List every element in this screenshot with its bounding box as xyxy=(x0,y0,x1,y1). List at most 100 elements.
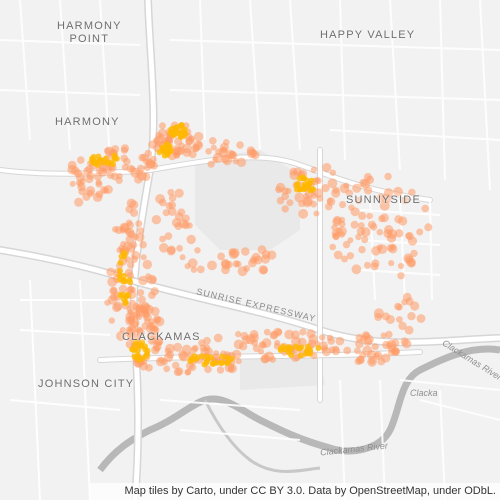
heat-dot xyxy=(216,366,225,374)
heat-dot xyxy=(361,236,369,244)
heat-dot xyxy=(362,345,373,356)
heat-dot xyxy=(199,344,207,352)
heat-dot xyxy=(376,228,384,236)
heat-dot-core xyxy=(121,272,128,279)
heat-dot xyxy=(207,260,217,271)
heat-dot xyxy=(263,328,271,336)
heat-dot xyxy=(393,186,403,197)
heat-dot xyxy=(316,195,324,202)
heat-dot xyxy=(150,306,160,316)
heat-dot xyxy=(357,356,365,364)
heat-dot xyxy=(240,331,249,340)
heat-dot xyxy=(137,227,145,235)
heat-dot xyxy=(186,222,193,229)
heat-dot xyxy=(163,365,171,373)
heat-dot xyxy=(148,321,156,329)
heat-dot xyxy=(95,190,104,199)
heat-dot xyxy=(241,247,250,256)
heat-dot xyxy=(313,210,320,217)
heat-dot xyxy=(74,197,84,207)
heat-dot xyxy=(236,157,247,167)
heat-dot xyxy=(213,333,223,343)
heat-dot xyxy=(319,334,326,341)
heat-dot xyxy=(125,205,134,214)
heat-dot xyxy=(395,229,404,238)
heat-dot xyxy=(396,316,403,323)
heat-dot-core xyxy=(165,143,172,150)
river-label-clackamas-east-2: Clacka xyxy=(410,388,438,398)
heat-dot xyxy=(86,171,95,180)
heat-dot-core xyxy=(293,186,300,193)
heat-dot xyxy=(106,267,116,277)
heat-dot-core xyxy=(194,355,201,362)
heat-dot xyxy=(168,201,177,210)
place-label-line: SUNNYSIDE xyxy=(346,194,421,206)
heat-dot xyxy=(149,276,157,284)
heat-dot xyxy=(369,223,378,231)
heat-dot xyxy=(291,330,300,340)
heat-dot xyxy=(185,136,195,145)
heat-dot xyxy=(246,146,256,155)
heat-dot xyxy=(118,284,128,294)
heat-dot xyxy=(178,142,185,149)
heat-dot xyxy=(392,348,400,356)
heat-dot xyxy=(144,149,152,158)
heat-dot xyxy=(85,186,96,196)
place-label-sunnyside: SUNNYSIDE xyxy=(346,194,421,207)
heat-dot xyxy=(77,156,85,164)
place-label-harmony: HARMONY xyxy=(55,116,120,129)
place-label-harmony-point: HARMONY POINT xyxy=(57,20,122,46)
heat-dot xyxy=(150,287,159,296)
heat-dot-core xyxy=(134,353,141,360)
heat-dot xyxy=(174,188,184,198)
heat-dot xyxy=(209,137,217,145)
heat-dot-core xyxy=(224,354,231,361)
heat-dot xyxy=(147,336,157,345)
heat-dot xyxy=(75,172,86,182)
heat-dot xyxy=(404,325,414,335)
heat-dot xyxy=(394,302,402,311)
heat-dot xyxy=(236,141,244,149)
heat-dot-core xyxy=(144,350,150,357)
heat-dot xyxy=(159,243,169,253)
heat-dot xyxy=(123,157,131,166)
heat-dot xyxy=(109,286,118,295)
heat-dot xyxy=(192,344,199,352)
heat-dot xyxy=(269,356,277,363)
map-attribution[interactable]: Map tiles by Carto, under CC BY 3.0. Dat… xyxy=(90,483,500,500)
heat-dot xyxy=(140,254,147,261)
heat-dot-core xyxy=(219,359,226,366)
heat-dot-core xyxy=(307,187,314,194)
place-label-happy-valley: HAPPY VALLEY xyxy=(320,29,415,42)
heat-dot xyxy=(329,243,337,251)
heat-dot xyxy=(397,262,405,270)
heat-dot xyxy=(364,261,371,269)
heat-dot xyxy=(289,170,300,180)
heat-dot-core xyxy=(297,352,304,359)
heat-dot xyxy=(69,180,76,187)
heat-dot xyxy=(421,204,430,213)
heat-dot xyxy=(343,182,350,189)
heat-dot xyxy=(127,261,135,269)
heat-dot xyxy=(176,244,184,252)
heat-dot xyxy=(104,146,115,157)
heat-dot xyxy=(93,172,102,181)
heat-dot xyxy=(378,215,386,223)
place-label-line: HARMONY xyxy=(55,116,120,128)
heat-dot xyxy=(188,150,197,159)
heat-dot xyxy=(210,144,217,151)
heat-dot xyxy=(398,321,407,331)
heat-dot xyxy=(281,192,290,201)
heat-dot xyxy=(386,233,397,243)
heat-dot xyxy=(416,314,426,323)
heat-dot xyxy=(410,249,418,258)
heat-dot xyxy=(95,180,103,188)
heat-dot xyxy=(204,347,213,356)
heat-dot xyxy=(145,157,153,166)
heat-dot-core xyxy=(117,292,124,299)
heat-dot xyxy=(220,258,230,268)
heat-dot xyxy=(260,254,271,264)
heat-dot-core xyxy=(198,353,205,360)
heat-dot xyxy=(131,250,141,260)
